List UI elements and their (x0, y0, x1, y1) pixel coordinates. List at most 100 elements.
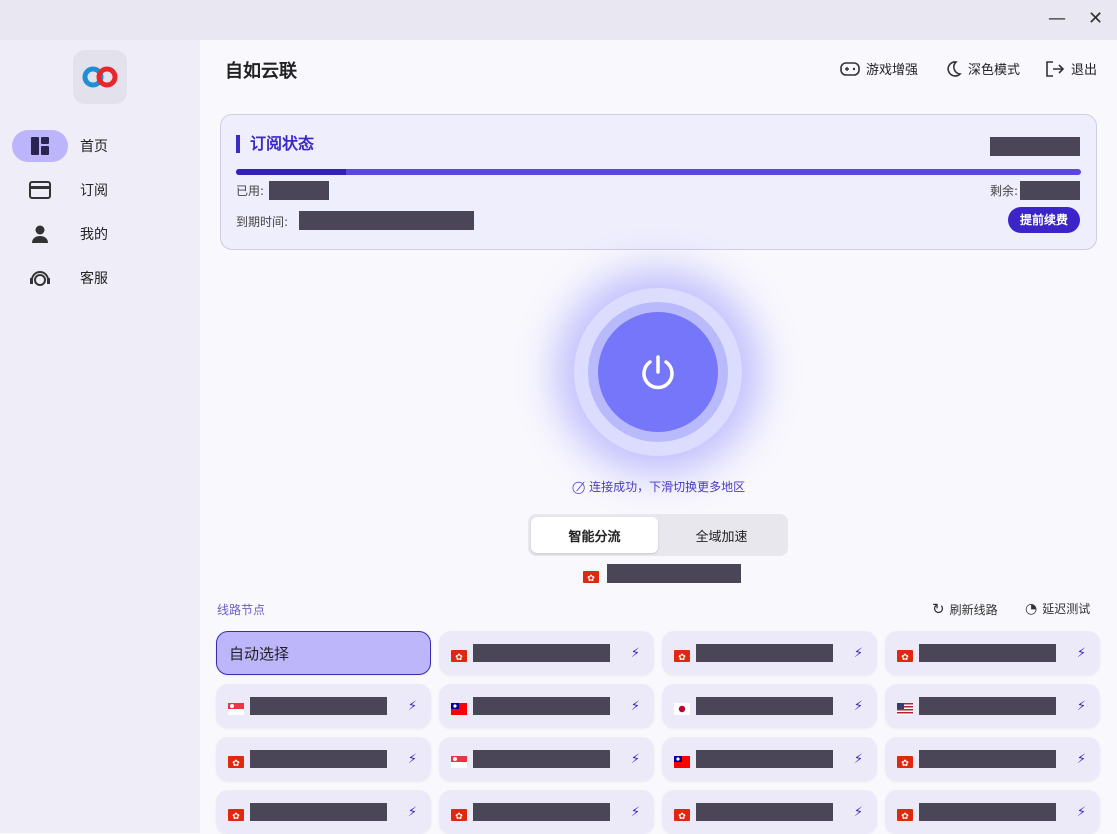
mode-switch: 智能分流 全域加速 (528, 514, 788, 556)
node-item[interactable]: ✿ ⚡︎ (885, 737, 1100, 781)
app-logo (73, 50, 127, 104)
current-node: ✿ (583, 564, 741, 584)
node-item[interactable]: ✿ ⚡︎ (885, 790, 1100, 834)
connection-status-text: 连接成功，下滑切换更多地区 (589, 480, 746, 494)
card-icon (12, 174, 68, 206)
node-item[interactable]: ⚡︎ (662, 684, 877, 728)
svg-text:✿: ✿ (678, 812, 686, 821)
node-name-redacted (250, 697, 387, 715)
page-title: 自如云联 (225, 61, 297, 82)
svg-text:✿: ✿ (455, 812, 463, 821)
dark-mode-label: 深色模式 (968, 63, 1021, 78)
logout-button[interactable]: 退出 (1045, 59, 1097, 78)
mode-smart-split[interactable]: 智能分流 (531, 517, 658, 553)
node-item[interactable]: ✿ ⚡︎ (885, 631, 1100, 675)
latency-test-button[interactable]: ◔ 延迟测试 (1025, 600, 1090, 617)
auto-select-label: 自动选择 (229, 644, 290, 663)
node-name-redacted (473, 697, 610, 715)
bolt-icon: ⚡︎ (853, 751, 863, 767)
sidebar-item-support[interactable]: 客服 (12, 262, 192, 294)
svg-text:✿: ✿ (455, 653, 463, 662)
jp-flag-icon (674, 700, 690, 715)
game-boost-button[interactable]: 游戏增强 (840, 59, 918, 78)
minimize-button[interactable]: — (1048, 8, 1066, 29)
svg-text:✿: ✿ (901, 812, 909, 821)
hk-flag-icon: ✿ (897, 753, 913, 769)
bolt-icon: ⚡︎ (1076, 804, 1086, 820)
gamepad-icon (840, 61, 860, 76)
node-name-redacted (919, 803, 1056, 821)
sidebar-item-profile[interactable]: 我的 (12, 218, 192, 250)
usage-progress-bar (236, 169, 1081, 175)
node-item[interactable]: ✿ ⚡︎ (216, 790, 431, 834)
logout-icon (1046, 60, 1065, 77)
connect-power-button[interactable] (574, 288, 742, 456)
subscription-card: 订阅状态 已用: 剩余: 到期时间: 提前续费 (220, 114, 1097, 250)
us-flag-icon (897, 700, 913, 715)
logout-label: 退出 (1071, 63, 1098, 78)
node-item[interactable]: ⚡︎ (439, 737, 654, 781)
support-agent-icon (12, 262, 68, 294)
node-name-redacted (473, 750, 610, 768)
hk-flag-icon: ✿ (451, 647, 467, 663)
remaining-label: 剩余: (989, 184, 1018, 198)
hk-flag-icon: ✿ (674, 647, 690, 663)
usage-progress-fill (236, 169, 346, 175)
dark-mode-button[interactable]: 深色模式 (944, 59, 1020, 78)
refresh-icon: ↻ (932, 600, 945, 618)
connection-status: ◯̸ 连接成功，下滑切换更多地区 (200, 478, 1117, 495)
node-item[interactable]: ⚡︎ (216, 684, 431, 728)
tw-flag-icon (674, 753, 690, 768)
sg-flag-icon (451, 753, 467, 768)
latency-label: 延迟测试 (1042, 602, 1091, 616)
hk-flag-icon: ✿ (897, 806, 913, 822)
node-item[interactable]: ⚡︎ (439, 684, 654, 728)
bolt-icon: ⚡︎ (630, 804, 640, 820)
node-item[interactable]: ✿ ⚡︎ (662, 631, 877, 675)
close-button[interactable]: ✕ (1088, 8, 1104, 29)
node-item[interactable]: ⚡︎ (885, 684, 1100, 728)
node-name-redacted (250, 803, 387, 821)
moon-icon (947, 60, 962, 77)
node-auto-select[interactable]: 自动选择 (216, 631, 431, 675)
node-name-redacted (473, 644, 610, 662)
bolt-icon: ⚡︎ (407, 751, 417, 767)
node-item[interactable]: ✿ ⚡︎ (439, 790, 654, 834)
person-icon (12, 218, 68, 250)
hk-flag-icon: ✿ (228, 806, 244, 822)
bolt-icon: ⚡︎ (853, 804, 863, 820)
node-item[interactable]: ⚡︎ (662, 737, 877, 781)
node-grid: 自动选择 ✿ ⚡︎ ✿ ⚡︎ ✿ ⚡︎ ⚡︎ ⚡︎ ⚡︎ ⚡︎ ✿ ⚡︎ ⚡︎ ⚡︎ ✿ ⚡︎ ✿ ⚡︎ ✿ ⚡︎ ✿ ⚡… (216, 631, 1102, 834)
bolt-icon: ⚡︎ (407, 698, 417, 714)
game-boost-label: 游戏增强 (866, 63, 919, 78)
bolt-icon: ⚡︎ (630, 751, 640, 767)
sidebar-item-subscription[interactable]: 订阅 (12, 174, 192, 206)
sidebar-item-home[interactable]: 首页 (12, 130, 192, 162)
nodes-title: 线路节点 (217, 603, 266, 617)
refresh-label: 刷新线路 (949, 602, 998, 617)
node-item[interactable]: ✿ ⚡︎ (216, 737, 431, 781)
svg-text:✿: ✿ (232, 759, 240, 768)
bolt-icon: ⚡︎ (853, 698, 863, 714)
tw-flag-icon (451, 700, 467, 715)
used-label: 已用: (236, 184, 265, 198)
power-icon (642, 355, 674, 390)
plan-name-redacted (990, 137, 1080, 156)
renew-button[interactable]: 提前续费 (1007, 207, 1080, 233)
sidebar-item-label: 我的 (80, 227, 108, 243)
dashboard-icon (12, 130, 68, 162)
refresh-routes-button[interactable]: ↻ 刷新线路 (932, 600, 998, 618)
svg-text:✿: ✿ (232, 812, 240, 821)
node-name-redacted (696, 644, 833, 662)
node-item[interactable]: ✿ ⚡︎ (439, 631, 654, 675)
node-item[interactable]: ✿ ⚡︎ (662, 790, 877, 834)
bolt-icon: ⚡︎ (630, 645, 640, 661)
svg-text:✿: ✿ (901, 653, 909, 662)
sg-flag-icon (228, 700, 244, 715)
bolt-icon: ⚡︎ (1076, 698, 1086, 714)
expire-value-redacted (299, 211, 474, 230)
main-content: 自如云联 游戏增强 深色模式 退出 订阅状态 已用: 剩余: 到期时间: 提前续… (200, 40, 1117, 834)
node-name-redacted (919, 697, 1056, 715)
mode-global-accel[interactable]: 全域加速 (695, 529, 748, 545)
node-name-redacted (250, 750, 387, 768)
